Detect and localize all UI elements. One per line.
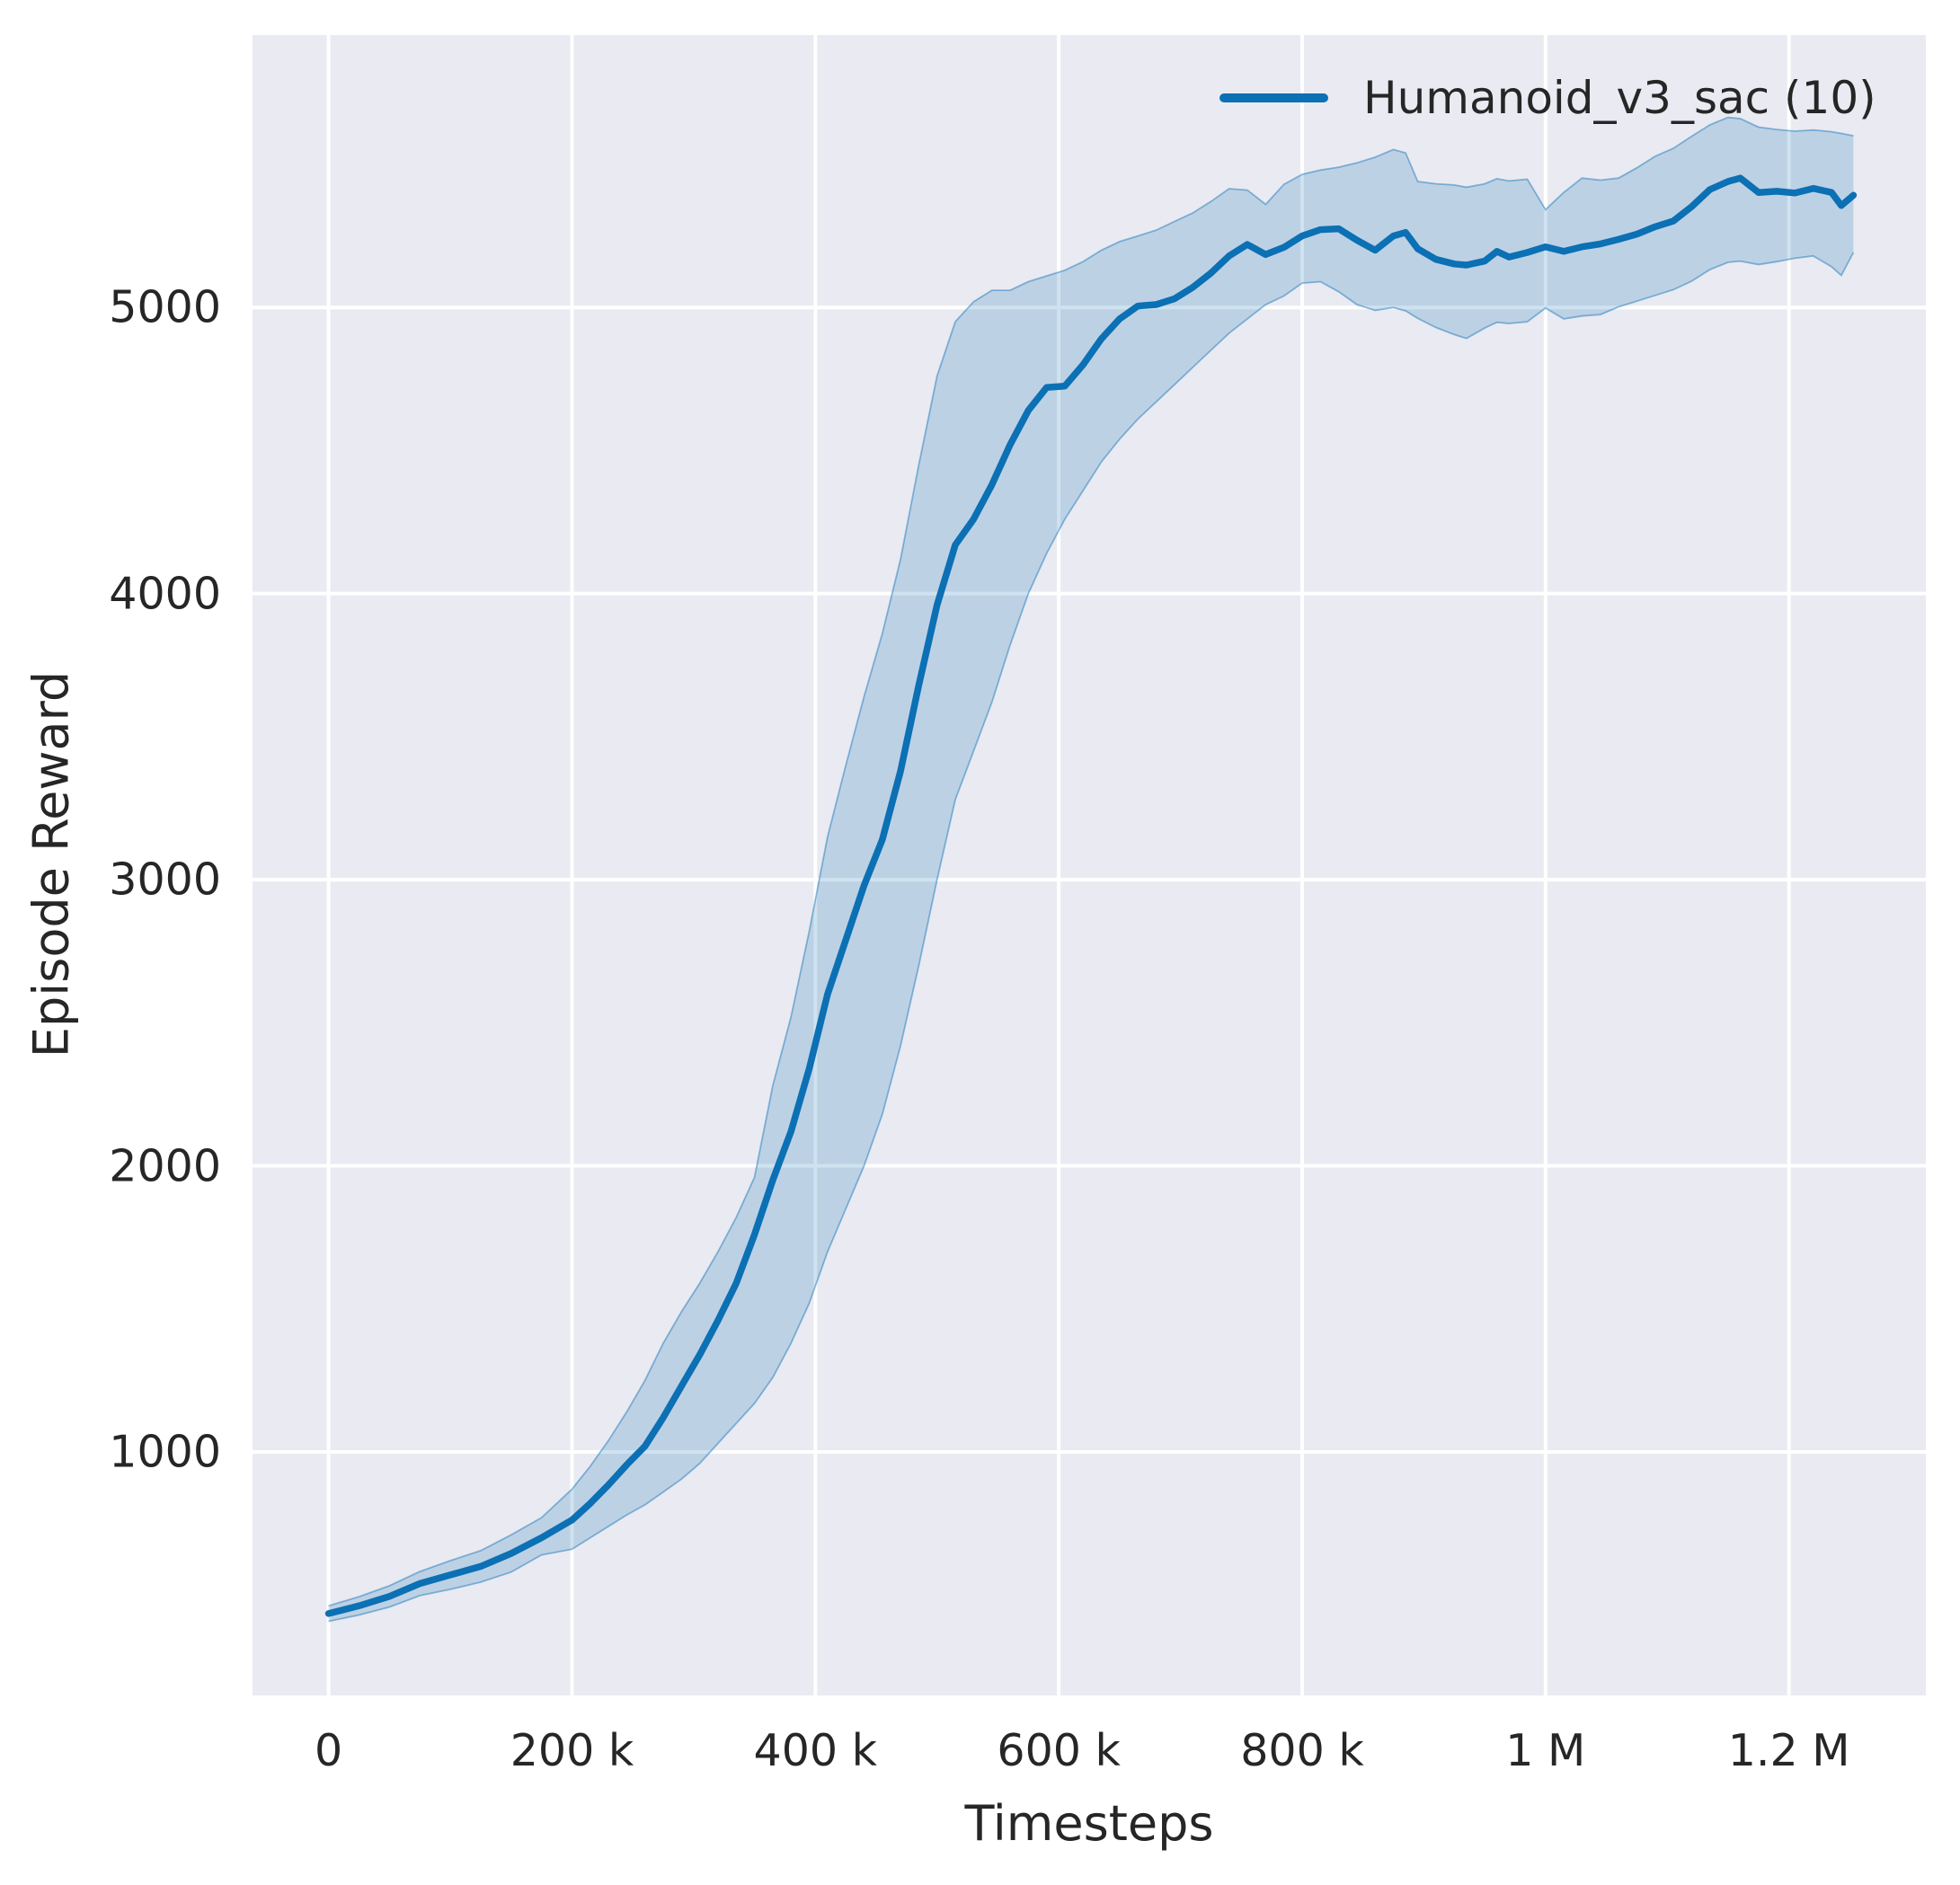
y-tick-label: 1000 [109, 1426, 221, 1478]
x-tick-label: 0 [315, 1725, 343, 1776]
band-upper-edge [328, 116, 1854, 1607]
y-tick-label: 4000 [109, 568, 221, 620]
chart-canvas [253, 35, 1926, 1695]
legend-label: Humanoid_v3_sac (10) [1363, 72, 1876, 124]
plot-area: Humanoid_v3_sac (10) [253, 35, 1926, 1695]
confidence-band [328, 117, 1854, 1622]
band-lower-edge [328, 252, 1855, 1623]
y-tick-label: 5000 [109, 281, 221, 333]
x-axis-title: Timesteps [964, 1795, 1214, 1852]
mean-line [324, 174, 1858, 1617]
x-tick-label: 600 k [997, 1725, 1121, 1776]
x-tick-label: 400 k [753, 1725, 878, 1776]
y-tick-label: 2000 [109, 1140, 221, 1192]
x-tick-label: 800 k [1240, 1725, 1364, 1776]
legend-line-sample-icon [1219, 93, 1328, 102]
x-tick-label: 1 M [1505, 1725, 1586, 1776]
legend: Humanoid_v3_sac (10) [1219, 72, 1876, 124]
x-tick-label: 1.2 M [1727, 1725, 1850, 1776]
x-tick-label: 200 k [510, 1725, 634, 1776]
y-tick-label: 3000 [109, 854, 221, 906]
